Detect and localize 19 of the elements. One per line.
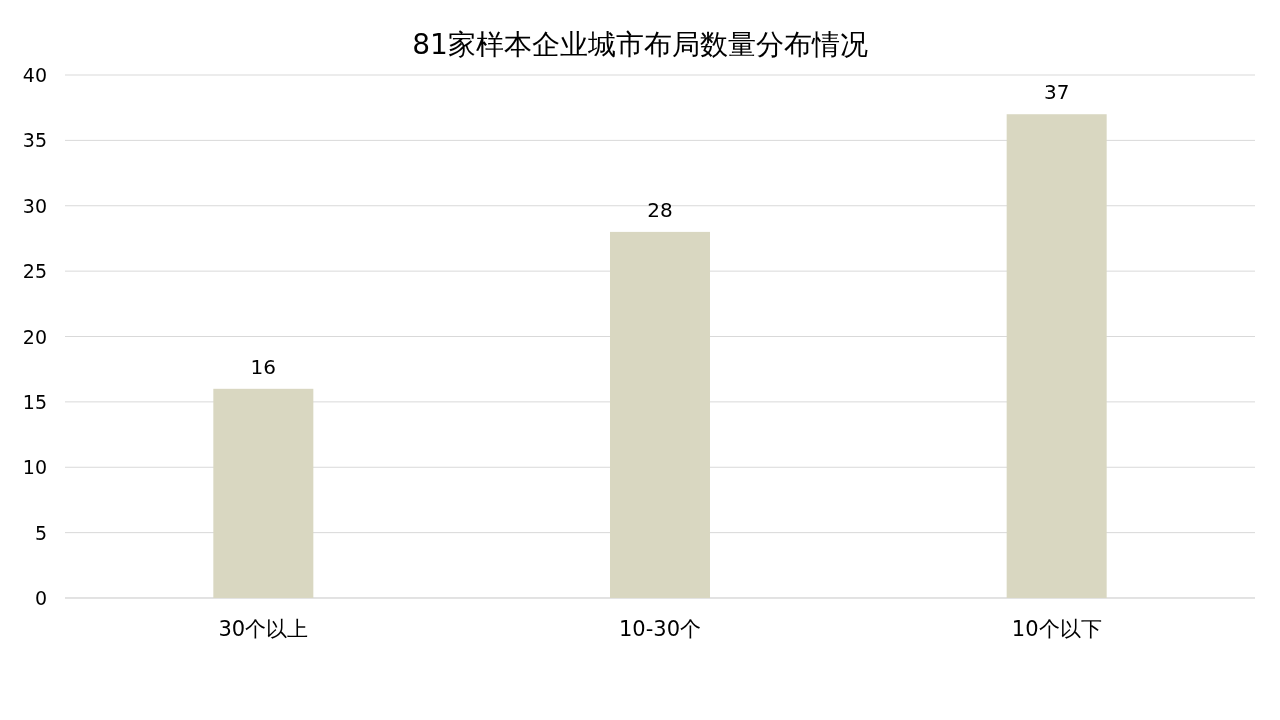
data-label: 28 — [647, 197, 673, 222]
y-tick-label: 5 — [34, 521, 47, 544]
y-tick-label: 20 — [22, 325, 47, 348]
bar — [610, 231, 710, 598]
y-tick-label: 25 — [22, 260, 47, 283]
x-tick-label: 30个以上 — [218, 617, 309, 641]
y-tick-label: 15 — [22, 390, 47, 413]
y-tick-label: 30 — [22, 194, 47, 217]
x-tick-label: 10-30个 — [618, 617, 702, 641]
y-tick-label: 40 — [22, 64, 47, 86]
x-tick-label: 10个以下 — [1011, 617, 1102, 641]
bar — [1006, 114, 1107, 598]
y-tick-label: 10 — [22, 456, 47, 479]
data-label: 37 — [1043, 80, 1070, 105]
y-tick-label: 0 — [34, 587, 47, 609]
bar — [213, 388, 314, 598]
data-label: 16 — [250, 354, 277, 379]
y-tick-label: 35 — [22, 129, 47, 152]
chart-title: 81家样本企业城市布局数量分布情况 — [412, 27, 868, 61]
